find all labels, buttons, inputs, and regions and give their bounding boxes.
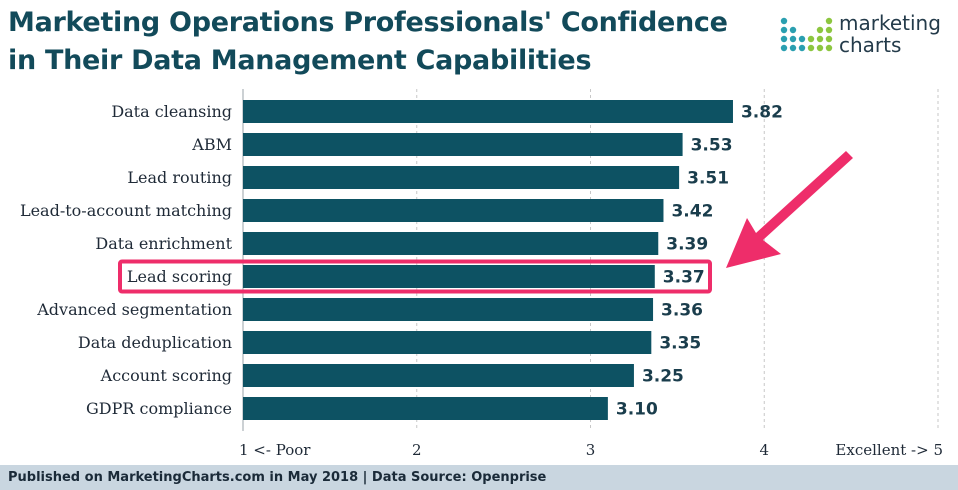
- bar: [243, 133, 683, 156]
- bar: [243, 397, 608, 420]
- value-label: 3.53: [691, 136, 733, 156]
- highlight-arrow: [726, 151, 853, 268]
- category-label: GDPR compliance: [86, 399, 232, 418]
- x-tick-label: 4: [759, 441, 769, 459]
- category-label: Lead scoring: [127, 267, 232, 286]
- value-label: 3.25: [642, 367, 684, 387]
- value-label: 3.35: [659, 334, 701, 354]
- value-label: 3.51: [687, 169, 729, 189]
- category-label: ABM: [191, 135, 232, 154]
- value-label: 3.42: [671, 202, 713, 222]
- chart-title: Marketing Operations Professionals' Conf…: [8, 7, 728, 76]
- brand-dots-icon: [780, 17, 833, 52]
- footer-source: Published on MarketingCharts.com in May …: [0, 465, 958, 490]
- bar: [243, 166, 680, 189]
- category-label: Lead routing: [127, 168, 232, 187]
- bar: [243, 100, 733, 123]
- highlight-box: [118, 259, 712, 294]
- value-label: 3.37: [663, 268, 705, 288]
- value-label: 3.10: [616, 400, 658, 420]
- bar: [243, 265, 655, 288]
- brand-name: marketing charts: [839, 11, 941, 57]
- category-label: Data cleansing: [111, 102, 232, 121]
- bar: [243, 199, 664, 222]
- bar: [243, 298, 654, 321]
- bar: [243, 364, 634, 387]
- value-label: 3.36: [661, 301, 703, 321]
- category-label: Data deduplication: [78, 333, 232, 352]
- x-tick-label: 2: [412, 441, 422, 459]
- category-label: Data enrichment: [95, 234, 232, 253]
- x-tick-label: 1 <- Poor: [239, 441, 311, 459]
- brand-logo: marketing charts: [779, 12, 954, 60]
- bar: [243, 232, 659, 255]
- bar: [243, 331, 652, 354]
- category-label: Lead-to-account matching: [20, 201, 232, 220]
- value-label: 3.39: [666, 235, 708, 255]
- bar-chart: Data cleansing 3.82 ABM 3.53 Lead routing 3.5…: [20, 89, 943, 459]
- category-label: Advanced segmentation: [36, 300, 232, 319]
- x-tick-label: 3: [586, 441, 596, 459]
- category-label: Account scoring: [100, 366, 232, 385]
- value-label: 3.82: [741, 103, 783, 123]
- x-tick-label: Excellent -> 5: [835, 441, 943, 459]
